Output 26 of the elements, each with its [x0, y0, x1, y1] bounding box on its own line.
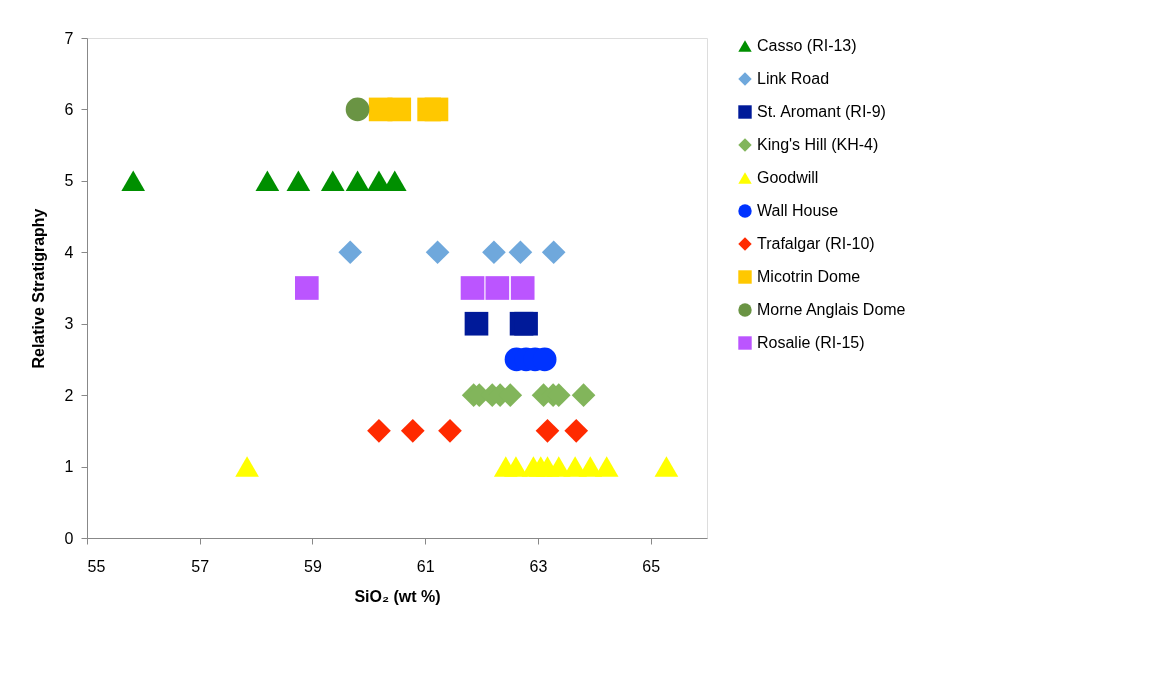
y-tick-label: 3 [64, 315, 74, 333]
legend-label: Wall House [757, 202, 839, 219]
legend-label: Micotrin Dome [757, 268, 861, 285]
legend-label: Trafalgar (RI-10) [757, 235, 875, 252]
y-tick-label: 5 [64, 172, 74, 190]
x-tick-label: 63 [529, 557, 548, 575]
y-tick-label: 2 [64, 386, 74, 404]
y-axis-title: Relative Stratigraphy [29, 208, 47, 369]
x-tick-label: 55 [87, 557, 106, 575]
legend-label: King's Hill (KH-4) [757, 136, 879, 153]
legend-label: Link Road [757, 70, 830, 87]
x-tick-label: 61 [416, 557, 435, 575]
legend-label: Casso (RI-13) [757, 37, 857, 54]
y-tick-label: 1 [64, 458, 74, 476]
y-tick-label: 7 [64, 29, 74, 47]
x-tick-label: 59 [304, 557, 322, 575]
legend-label: Morne Anglais Dome [757, 301, 906, 318]
x-tick-label: 65 [642, 557, 661, 575]
legend-label: St. Aromant (RI-9) [757, 103, 886, 120]
y-tick-label: 6 [64, 100, 74, 118]
legend-label: Rosalie (RI-15) [757, 334, 865, 351]
y-tick-label: 0 [64, 529, 74, 547]
legend-label: Goodwill [757, 169, 819, 186]
y-tick-label: 4 [64, 243, 74, 261]
x-tick-label: 57 [191, 557, 210, 575]
x-axis-title: SiO₂ (wt %) [354, 587, 441, 605]
